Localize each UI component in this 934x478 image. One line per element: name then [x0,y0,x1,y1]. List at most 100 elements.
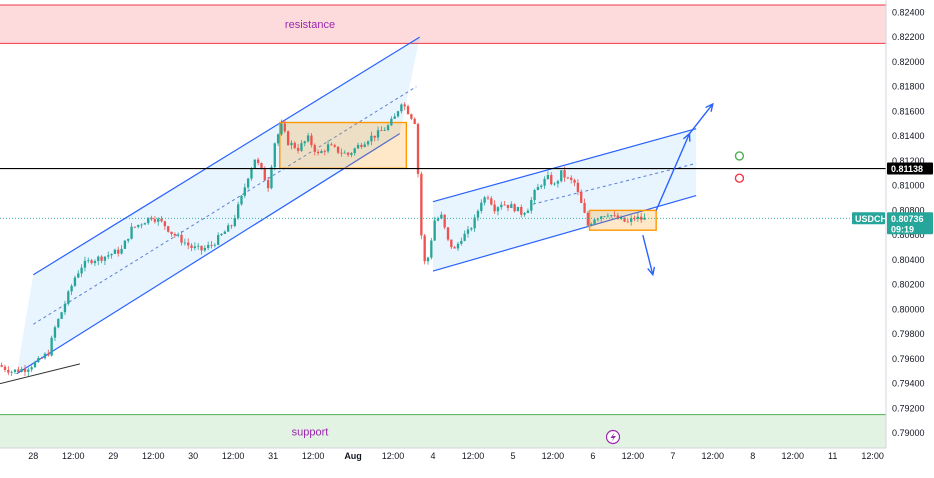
candle [80,264,83,278]
y-tick-label: 0.79800 [892,329,925,339]
candle-body [163,221,167,227]
candle [500,201,503,210]
candle-body [360,144,363,147]
lightning-icon-bolt [610,432,616,442]
candle [217,232,220,246]
candle-body [243,187,246,196]
candle-body [37,358,40,363]
candle [353,147,356,156]
candle [296,143,300,154]
candle-body [486,197,490,199]
marked-level-tag-text: 0.81138 [891,164,923,174]
candle-body [296,147,300,151]
x-axis[interactable]: 28 12:00 29 12:00 30 12:00 31 12:00 Aug 12:00 4 12:… [0,447,934,473]
candle-body [376,130,380,138]
candle [336,146,340,155]
y-tick-label: 0.79000 [892,428,925,438]
projection-arrow-3 [642,234,656,277]
stop-marker[interactable] [734,173,745,183]
candle [393,113,396,119]
x-tick-label: 4 [430,451,435,461]
candle [200,245,203,255]
candle-body [233,217,236,226]
candle [50,335,53,357]
candle [643,213,646,220]
y-axis[interactable]: 0.82400 0.82200 0.82000 0.81800 0.81600 0.814… [885,0,934,473]
y-tick-label: 0.82200 [892,32,925,42]
target-marker[interactable] [734,151,745,161]
candle-body [143,223,147,225]
candle [456,241,460,251]
candle [526,208,530,214]
candle [496,206,500,216]
x-tick-label: 12:00 [142,451,165,461]
candle-body [167,226,170,232]
candle-body [610,215,613,217]
candle-body [27,369,30,372]
candle [100,255,103,264]
candle-body [386,125,390,131]
candle-body [346,152,350,155]
candle [633,215,636,222]
x-tick-label: 6 [590,451,595,461]
candle [613,211,616,218]
candle-body [430,240,433,258]
candle [626,218,630,223]
candle [610,214,613,219]
candle-body [590,223,593,226]
candle [616,212,620,220]
candle-body [316,151,320,154]
candle [233,214,236,228]
candle-body [403,104,406,107]
candle-body [636,216,640,219]
candle [560,170,563,183]
candle [523,211,526,217]
candle-body [290,142,293,146]
candle [33,360,37,368]
candle [573,178,576,187]
candle-body [103,256,107,261]
candle [546,171,550,180]
candle [173,232,177,238]
candle [400,103,403,114]
candle [426,256,430,265]
candle-body [333,145,336,147]
y-tick-label: 0.82000 [892,57,925,67]
candle [363,141,366,148]
candle [210,241,213,249]
candle-body [113,249,117,254]
candle-body [17,369,20,372]
candle [453,245,456,249]
candle [446,227,450,242]
candle-body [513,204,516,212]
candle [406,104,410,115]
candle [97,255,100,266]
candle-body [530,200,533,211]
candle-body [210,244,213,246]
candle [520,204,523,218]
candle-body [393,116,396,119]
candle-body [140,224,143,226]
candle [470,227,473,232]
candle-body [246,178,250,188]
candle-body [570,177,573,180]
candle [460,237,463,246]
candle [223,230,226,235]
candle-body [220,233,223,236]
candle-body [353,148,356,154]
candle [127,238,130,244]
candle [390,116,393,126]
lightning-icon[interactable] [605,429,621,445]
candle [170,231,173,237]
candle-body [460,240,463,244]
candle [403,102,406,111]
candle [313,143,316,156]
arrow-head [647,266,656,277]
y-tick-label: 0.81000 [892,181,925,191]
candle [73,275,77,288]
y-tick-label: 0.81400 [892,131,925,141]
candle-body [180,234,183,243]
y-tick-label: 0.79200 [892,403,925,413]
